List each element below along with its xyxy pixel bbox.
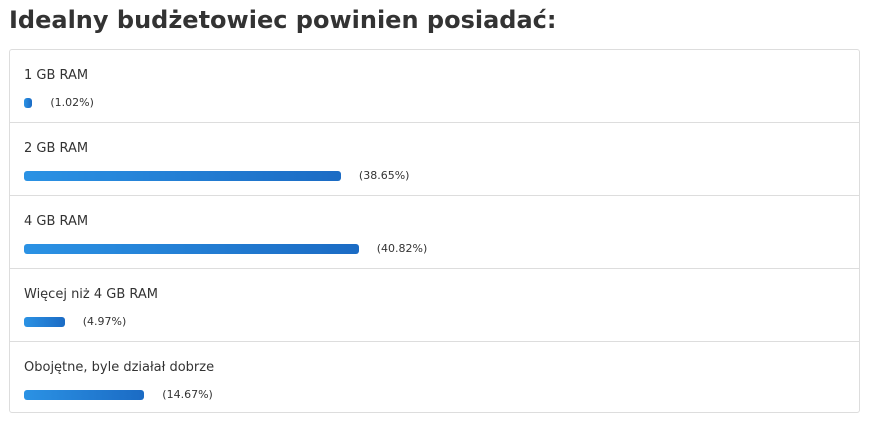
option-label: 4 GB RAM <box>24 214 89 229</box>
poll-results: 1 GB RAM (1.02%) 2 GB RAM (38.65%) 4 GB RAM (… <box>9 49 860 413</box>
option-label: 1 GB RAM <box>24 68 89 83</box>
poll-option: Więcej niż 4 GB RAM (4.97%) <box>10 269 859 342</box>
option-label: Więcej niż 4 GB RAM <box>24 287 159 302</box>
result-bar <box>24 98 33 108</box>
poll-option: 2 GB RAM (38.65%) <box>10 123 859 196</box>
poll-option: Obojętne, byle działał dobrze (14.67%) <box>10 342 859 415</box>
result-bar <box>24 317 65 327</box>
option-label: 2 GB RAM <box>24 141 89 156</box>
result-percent: (40.82%) <box>376 242 428 255</box>
poll-option: 4 GB RAM (40.82%) <box>10 196 859 269</box>
result-percent: (14.67%) <box>162 388 213 401</box>
option-label: Obojętne, byle działał dobrze <box>24 360 215 375</box>
poll-option: 1 GB RAM (1.02%) <box>10 50 859 123</box>
result-percent: (4.97%) <box>82 315 127 328</box>
result-bar <box>24 244 359 254</box>
result-percent: (1.02%) <box>50 96 94 109</box>
result-bar <box>24 390 145 400</box>
result-percent: (38.65%) <box>358 169 410 182</box>
poll-title: Idealny budżetowiec powinien posiadać: <box>9 6 557 34</box>
result-bar <box>24 171 341 181</box>
